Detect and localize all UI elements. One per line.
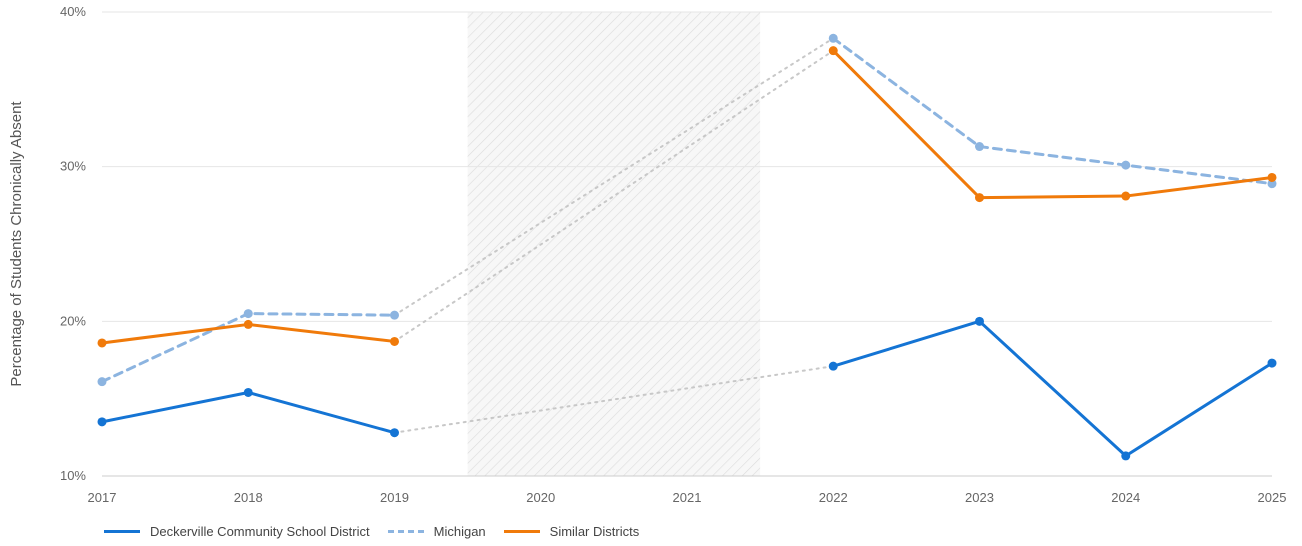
- data-point-michigan: [975, 142, 984, 152]
- data-point-michigan: [1267, 179, 1277, 189]
- data-point-deckerville-community-school-district: [1267, 358, 1277, 368]
- x-tick-label: 2019: [380, 490, 409, 505]
- shaded-region-rect: [467, 12, 761, 476]
- data-point-similar-districts: [390, 336, 399, 346]
- data-point-michigan: [243, 309, 253, 319]
- data-point-similar-districts: [1267, 172, 1277, 182]
- x-tick-label: 2017: [88, 490, 117, 505]
- series-line-deckerville-community-school-district: [831, 319, 1274, 458]
- data-point-deckerville-community-school-district: [975, 316, 984, 326]
- x-tick-label: 2021: [673, 490, 702, 505]
- x-tick-label: 2020: [526, 490, 555, 505]
- legend-swatch-michigan: [387, 530, 424, 533]
- data-point-similar-districts: [243, 319, 253, 329]
- y-axis-label: Percentage of Students Chronically Absen…: [8, 101, 25, 387]
- x-tick-label: 2024: [1111, 490, 1140, 505]
- y-tick-label: 10%: [60, 468, 86, 483]
- data-point-michigan: [97, 377, 107, 387]
- series-points: [97, 33, 1277, 461]
- y-tick-label: 30%: [60, 159, 86, 174]
- data-point-michigan: [1121, 160, 1131, 170]
- gap-connector: [393, 37, 835, 317]
- legend-label-michigan: Michigan: [433, 524, 486, 539]
- data-point-similar-districts: [975, 193, 984, 203]
- x-tick-label: 2025: [1258, 490, 1287, 505]
- data-point-deckerville-community-school-district: [390, 428, 399, 438]
- x-tick-label: 2023: [965, 490, 994, 505]
- legend: Deckerville Community School District Mi…: [104, 524, 657, 539]
- y-tick-labels: 10% 20% 30% 40%: [60, 4, 86, 483]
- data-point-deckerville-community-school-district: [828, 361, 838, 371]
- series-line-similar-districts: [831, 49, 1274, 200]
- gap-connectors: [393, 37, 835, 434]
- legend-item-district: Deckerville Community School District: [104, 524, 370, 539]
- x-tick-labels: 2017 2018 2019 2020 2021 2022 2023 2024 2025: [88, 490, 1287, 505]
- data-point-similar-districts: [828, 46, 838, 56]
- x-tick-label: 2022: [819, 490, 848, 505]
- legend-swatch-similar: [503, 530, 540, 533]
- data-point-deckerville-community-school-district: [243, 387, 253, 397]
- legend-swatch-district: [104, 530, 140, 533]
- data-point-michigan: [390, 310, 399, 320]
- data-point-deckerville-community-school-district: [97, 417, 107, 427]
- gridlines: [102, 11, 1272, 477]
- data-point-deckerville-community-school-district: [1121, 451, 1131, 461]
- legend-label-district: Deckerville Community School District: [150, 524, 370, 539]
- series-line-michigan: [831, 36, 1274, 186]
- data-point-similar-districts: [97, 338, 107, 348]
- series-line-deckerville-community-school-district: [100, 390, 396, 435]
- data-point-michigan: [828, 33, 838, 43]
- legend-item-similar: Similar Districts: [503, 524, 640, 539]
- shaded-region: [467, 12, 761, 476]
- legend-item-michigan: Michigan: [387, 524, 486, 539]
- y-tick-label: 20%: [60, 313, 86, 328]
- y-tick-label: 40%: [60, 4, 86, 19]
- x-tick-label: 2018: [234, 490, 263, 505]
- legend-label-similar: Similar Districts: [549, 524, 640, 539]
- data-point-similar-districts: [1121, 191, 1131, 201]
